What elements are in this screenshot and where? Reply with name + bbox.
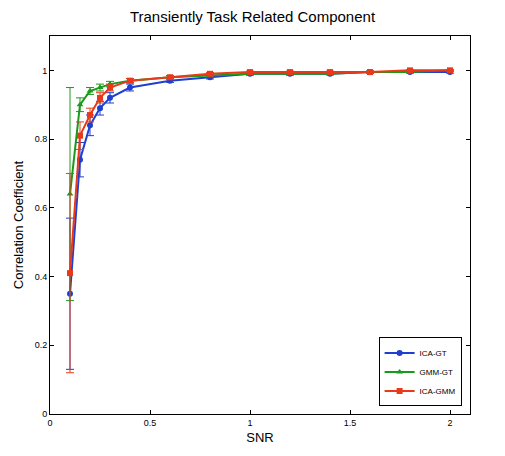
svg-text:0.2: 0.2	[35, 340, 48, 350]
svg-text:ICA-GMM: ICA-GMM	[420, 387, 456, 396]
svg-text:GMM-GT: GMM-GT	[420, 368, 453, 377]
svg-text:0: 0	[47, 418, 52, 428]
svg-text:Correlation Coefficient: Correlation Coefficient	[11, 160, 26, 289]
svg-text:0.6: 0.6	[35, 203, 48, 213]
svg-text:SNR: SNR	[246, 430, 273, 445]
svg-text:0.8: 0.8	[35, 134, 48, 144]
svg-text:0.5: 0.5	[144, 418, 157, 428]
svg-text:2: 2	[447, 418, 452, 428]
svg-text:0: 0	[42, 409, 47, 419]
svg-text:Transiently Task Related Compo: Transiently Task Related Component	[130, 8, 376, 25]
svg-text:ICA-GT: ICA-GT	[420, 349, 447, 358]
svg-text:1: 1	[42, 66, 47, 76]
svg-text:0.4: 0.4	[35, 272, 48, 282]
svg-text:1.5: 1.5	[344, 418, 357, 428]
svg-text:1: 1	[247, 418, 252, 428]
